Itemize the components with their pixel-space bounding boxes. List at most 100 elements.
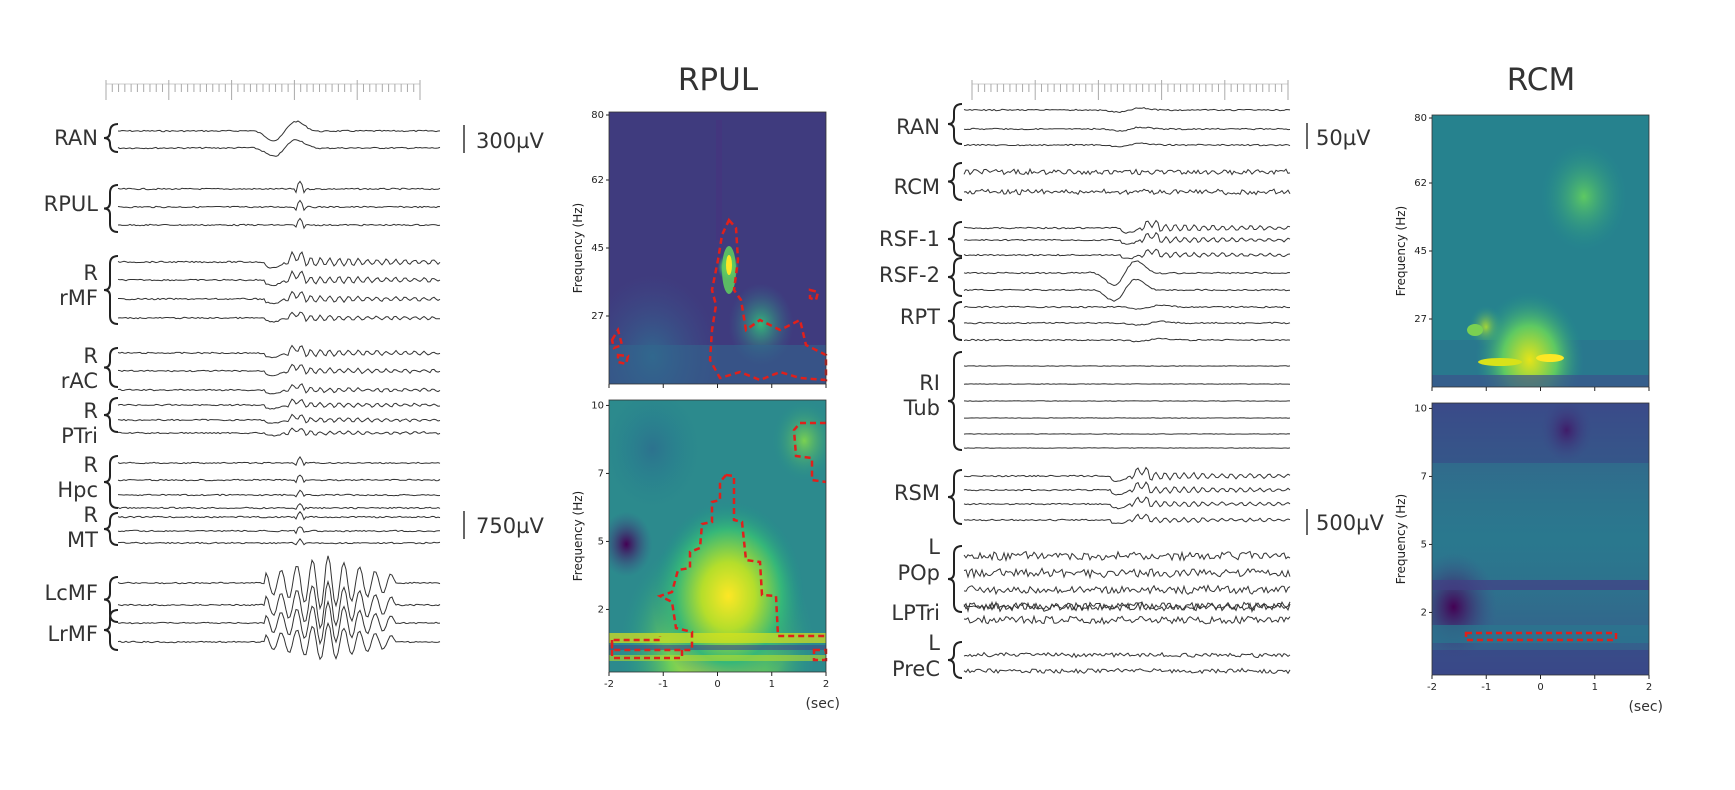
channel-label-lprec: L [928, 631, 940, 655]
y-tick-label: 45 [1414, 246, 1427, 257]
eeg-trace [963, 167, 1291, 176]
x-tick-label: 0 [714, 679, 720, 690]
x-tick-label: 2 [1646, 682, 1652, 693]
left-scale-bars: 300µV 750µV [463, 125, 544, 539]
brace [103, 184, 119, 233]
x-tick-label: 1 [769, 679, 775, 690]
scale-label-50: 50µV [1316, 126, 1371, 150]
eeg-trace [963, 107, 1291, 114]
eeg-trace [117, 250, 441, 269]
y-tick-label: 62 [1414, 178, 1427, 189]
eeg-trace [963, 667, 1291, 675]
y-tick-label: 27 [1414, 314, 1427, 325]
brace [103, 347, 119, 388]
eeg-trace [963, 126, 1291, 132]
channel-label-rpt: RPT [900, 305, 940, 329]
eeg-trace [117, 363, 441, 377]
spectrogram-title: RCM [1507, 62, 1575, 98]
y-tick-label: 80 [1414, 113, 1427, 124]
channel-label-rpul: RPUL [44, 192, 99, 216]
channel-label-ritub: Tub [903, 396, 940, 420]
right-eeg-traces [963, 107, 1291, 675]
brace [947, 545, 963, 613]
x-tick-label: 2 [823, 679, 829, 690]
eeg-trace [117, 217, 441, 230]
eeg-trace [117, 344, 441, 359]
channel-label-rcm: RCM [894, 175, 940, 199]
y-tick-label: 2 [598, 604, 604, 615]
brace [947, 641, 963, 679]
y-axis-label: Frequency (Hz) [1394, 206, 1408, 297]
brace [947, 301, 963, 341]
y-tick-label: 10 [591, 400, 604, 411]
channel-label-lrmf: LrMF [47, 622, 98, 646]
brace [103, 397, 119, 433]
eeg-trace [963, 188, 1291, 196]
x-tick-label: -2 [1427, 682, 1437, 693]
y-tick-label: 2 [1421, 607, 1427, 618]
channel-label-lpop: L [928, 535, 940, 559]
channel-label-rsf1: RSF-1 [879, 227, 940, 251]
channel-label-ritub: RI [919, 371, 940, 395]
spectrogram-rpul: RPUL [571, 62, 840, 712]
channel-label-lprec: PreC [892, 657, 940, 681]
channel-label-ran: RAN [54, 126, 98, 150]
scale-label-750: 750µV [476, 514, 544, 538]
channel-label-lptri: LPTri [891, 601, 940, 625]
x-axis-unit: (sec) [1628, 699, 1663, 715]
channel-label-rsm: RSM [894, 481, 940, 505]
right-channel-labels: RANRCMRSF-1RSF-2RPTRITubRSMLPOpLPTriLPre… [879, 115, 940, 681]
eeg-trace [963, 481, 1291, 496]
significance-contour [610, 473, 826, 652]
eeg-trace [117, 621, 441, 661]
x-tick-label: -2 [604, 679, 614, 690]
channel-label-rmt: MT [67, 528, 98, 552]
eeg-trace [963, 320, 1291, 326]
brace [947, 469, 963, 525]
y-tick-label: 5 [598, 536, 604, 547]
eeg-trace [963, 614, 1291, 626]
significance-contour [708, 217, 828, 382]
channel-label-rhpc: Hpc [57, 478, 98, 502]
y-tick-label: 80 [591, 110, 604, 121]
brace [947, 162, 963, 201]
left-braces [103, 123, 119, 651]
eeg-trace [118, 427, 441, 437]
eeg-trace [117, 510, 441, 521]
significance-contour [1464, 631, 1618, 642]
left-time-ruler [105, 80, 421, 100]
spectrogram-title: RPUL [678, 62, 759, 98]
eeg-trace [963, 496, 1291, 510]
brace [103, 512, 119, 546]
eeg-trace [963, 584, 1291, 596]
eeg-trace [117, 199, 441, 212]
channel-label-rmt: R [83, 503, 98, 527]
channel-label-lpop: POp [897, 561, 940, 585]
channel-label-rptri: PTri [61, 424, 98, 448]
heatmap-high-freq [1431, 114, 1650, 388]
eeg-trace [117, 383, 441, 395]
eeg-trace [117, 537, 441, 546]
eeg-trace [963, 219, 1291, 234]
y-tick-label: 45 [591, 243, 604, 254]
eeg-trace [963, 651, 1291, 659]
eeg-trace [117, 555, 441, 611]
eeg-trace [117, 398, 441, 410]
y-axis-label: Frequency (Hz) [571, 203, 585, 294]
brace [103, 455, 119, 509]
y-tick-label: 7 [1421, 471, 1427, 482]
channel-label-ran2: RAN [896, 115, 940, 139]
brace [103, 123, 119, 153]
y-tick-label: 62 [591, 175, 604, 186]
eeg-trace [117, 269, 441, 287]
x-tick-label: 1 [1592, 682, 1598, 693]
eeg-trace [963, 260, 1291, 287]
channel-label-rrac: R [83, 344, 98, 368]
eeg-trace [117, 489, 441, 498]
eeg-trace [963, 600, 1291, 612]
heatmap-low-freq [608, 399, 828, 673]
eeg-trace [117, 413, 441, 424]
